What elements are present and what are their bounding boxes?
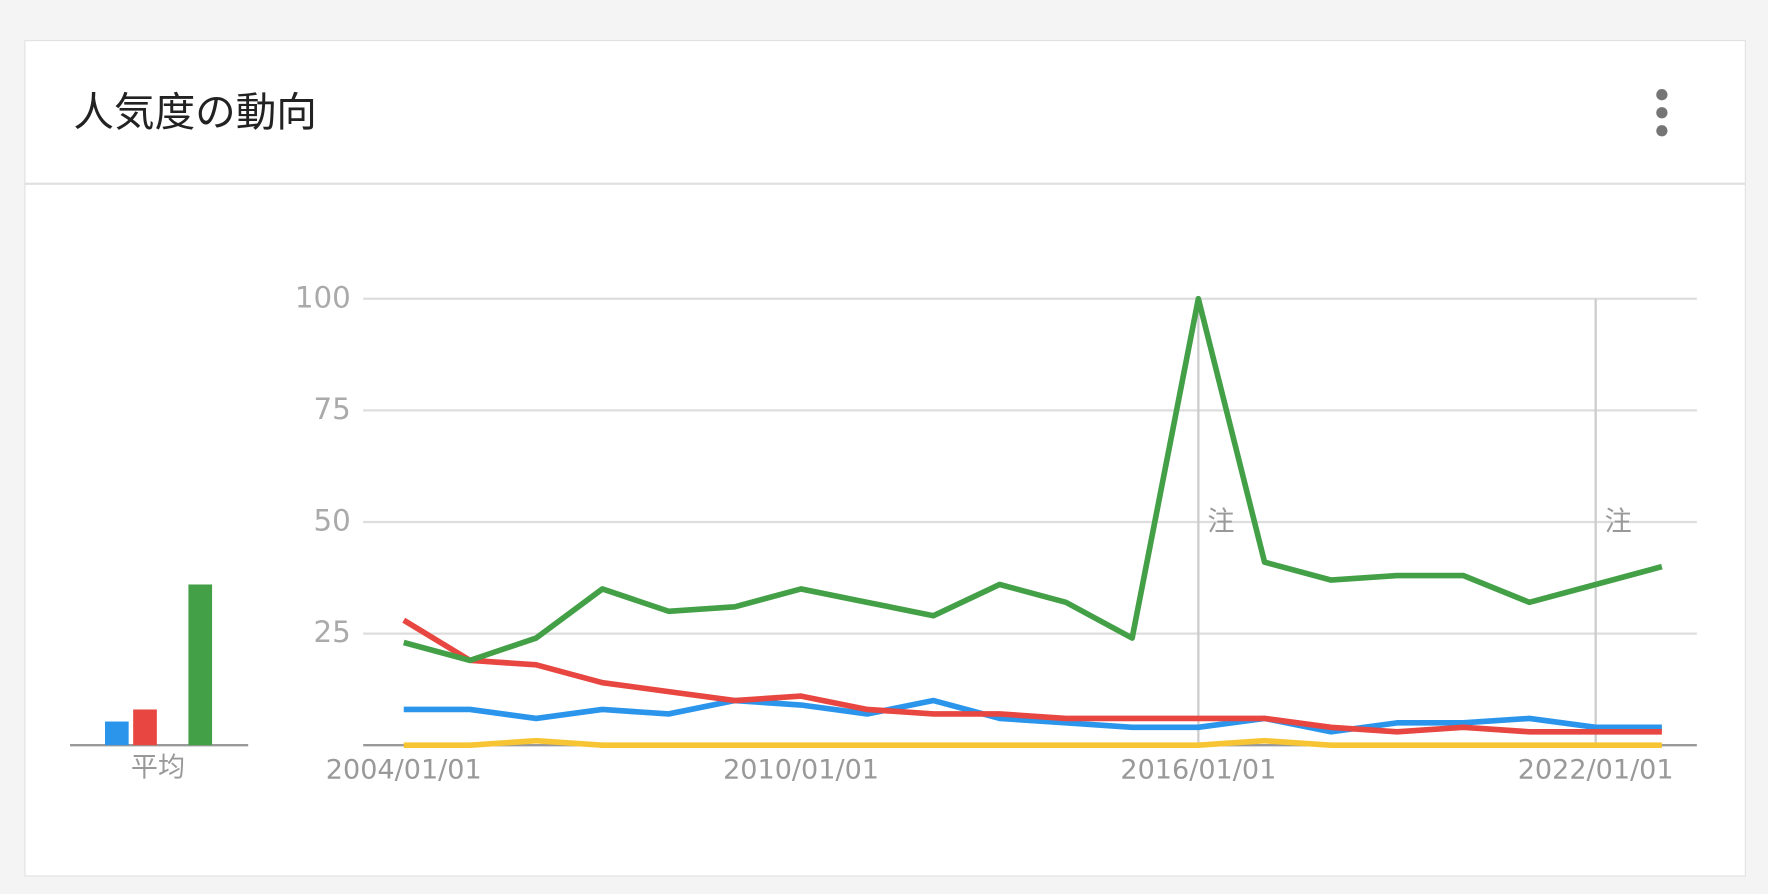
average-bar	[133, 709, 157, 746]
average-bar	[104, 721, 129, 746]
y-tick-label: 100	[295, 280, 351, 314]
series-line	[402, 617, 1662, 735]
menu-dot[interactable]	[1656, 125, 1668, 137]
menu-dot[interactable]	[1656, 89, 1668, 101]
card	[24, 40, 1746, 877]
x-tick-label: 2004/01/01	[326, 755, 482, 786]
menu-dot[interactable]	[1656, 107, 1668, 119]
annotation-text: 注	[1605, 507, 1632, 538]
y-tick-label: 50	[313, 503, 350, 537]
average-label: 平均	[131, 752, 185, 783]
x-tick-label: 2016/01/01	[1120, 755, 1276, 786]
y-tick-label: 75	[313, 392, 350, 426]
annotation-text: 注	[1207, 507, 1234, 538]
average-bar	[188, 584, 213, 746]
series-line	[403, 697, 1662, 735]
x-tick-label: 2010/01/01	[723, 755, 879, 786]
x-tick-label: 2022/01/01	[1518, 755, 1674, 786]
series-line	[403, 737, 1662, 749]
series-line	[403, 295, 1663, 664]
menu-button[interactable]	[1656, 89, 1668, 137]
y-tick-label: 25	[313, 615, 350, 649]
card-title: 人気度の動向	[73, 88, 316, 136]
